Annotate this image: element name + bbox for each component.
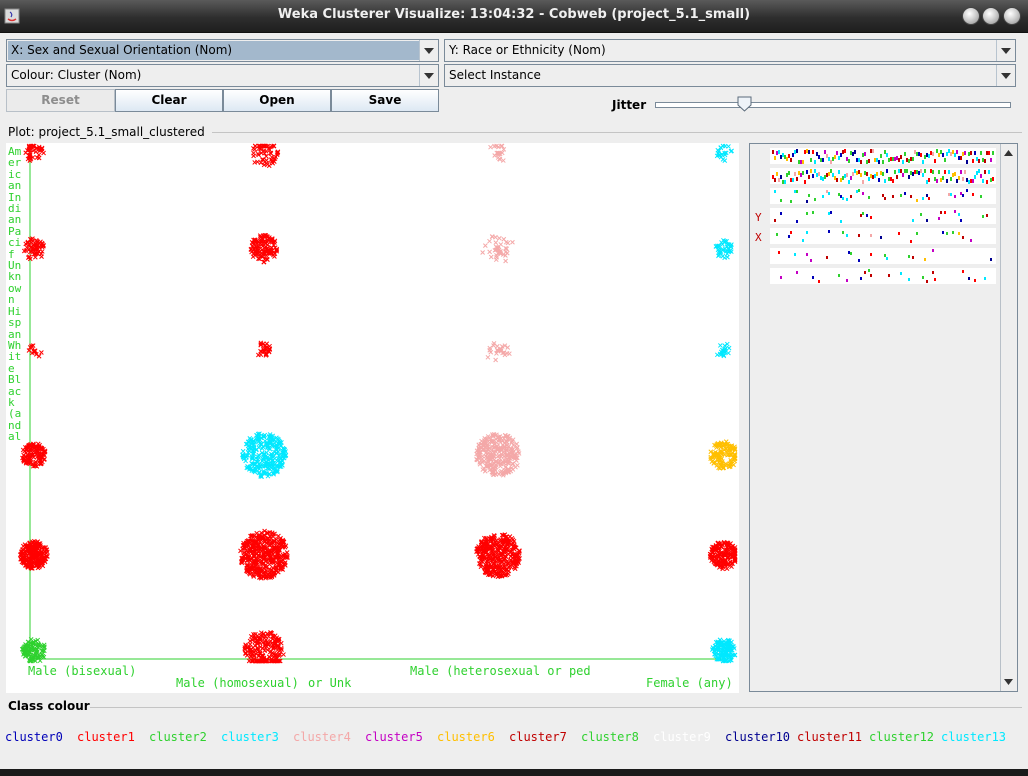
legend-item-cluster13[interactable]: cluster13 — [941, 730, 1007, 744]
chevron-down-icon[interactable] — [996, 65, 1015, 86]
point-cloud — [17, 538, 50, 571]
clear-button[interactable]: Clear — [115, 89, 223, 112]
window-bottom-edge — [0, 769, 1028, 776]
attribute-bar-points — [776, 230, 972, 243]
jitter-label: Jitter — [612, 98, 647, 112]
attribute-bar-points — [772, 149, 994, 164]
legend-item-cluster0[interactable]: cluster0 — [5, 730, 63, 744]
x-axis-value: X: Sex and Sexual Orientation (Nom) — [8, 41, 419, 60]
minimize-button[interactable] — [962, 7, 980, 25]
maximize-button[interactable] — [982, 7, 1000, 25]
scatter-plot[interactable] — [6, 143, 739, 693]
window-title: Weka Clusterer Visualize: 13:04:32 - Cob… — [277, 7, 751, 22]
attribute-bar[interactable] — [770, 248, 996, 264]
scatter-plot-area[interactable] — [6, 143, 739, 693]
title-bar[interactable]: Weka Clusterer Visualize: 13:04:32 - Cob… — [0, 0, 1028, 33]
reset-button[interactable]: Reset — [6, 89, 115, 112]
attribute-bar[interactable] — [770, 268, 996, 284]
point-cloud — [23, 143, 46, 163]
legend-item-cluster9[interactable]: cluster9 — [653, 730, 711, 744]
attribute-bar-points — [774, 189, 982, 203]
point-cloud — [20, 441, 48, 469]
attribute-bar-points — [774, 210, 988, 223]
point-cloud — [21, 236, 46, 262]
y-axis-value: Y: Race or Ethnicity (Nom) — [449, 43, 606, 57]
legend-item-cluster2[interactable]: cluster2 — [149, 730, 207, 744]
x-axis-marker: X — [755, 231, 762, 244]
point-cloud — [707, 539, 738, 572]
point-cloud — [480, 234, 515, 264]
x-label-female: Female (any) — [646, 676, 733, 690]
open-button[interactable]: Open — [223, 89, 331, 112]
legend-item-cluster1[interactable]: cluster1 — [77, 730, 135, 744]
point-cloud — [708, 439, 738, 471]
save-button[interactable]: Save — [331, 89, 439, 112]
point-cloud — [26, 343, 44, 359]
point-cloud — [474, 431, 522, 478]
point-cloud — [488, 143, 507, 163]
point-cloud — [709, 637, 738, 664]
attribute-bar[interactable] — [770, 228, 996, 244]
y-axis-select[interactable]: Y: Race or Ethnicity (Nom) — [444, 39, 1016, 62]
attribute-bar[interactable] — [770, 208, 996, 224]
select-instance-select[interactable]: Select Instance — [444, 64, 1016, 87]
point-cloud — [248, 232, 280, 265]
legend-item-cluster4[interactable]: cluster4 — [293, 730, 351, 744]
scroll-down-icon[interactable] — [1003, 676, 1014, 688]
chevron-down-icon[interactable] — [419, 65, 438, 86]
legend-item-cluster3[interactable]: cluster3 — [221, 730, 279, 744]
chevron-down-icon[interactable] — [996, 40, 1015, 61]
point-cloud — [713, 237, 734, 261]
legend-item-cluster6[interactable]: cluster6 — [437, 730, 495, 744]
attribute-bar-points — [780, 269, 986, 283]
legend-item-cluster11[interactable]: cluster11 — [797, 730, 863, 744]
point-cloud — [714, 143, 734, 164]
attribute-bars[interactable]: Y X — [750, 144, 1000, 691]
select-instance-value: Select Instance — [449, 68, 541, 82]
legend-item-cluster8[interactable]: cluster8 — [581, 730, 639, 744]
point-cloud — [238, 528, 290, 581]
x-label-bisexual: Male (bisexual) — [28, 664, 137, 678]
plot-title: Plot: project_5.1_small_clustered — [8, 125, 205, 139]
point-cloud — [251, 143, 281, 169]
point-cloud — [242, 629, 286, 664]
class-colour-title: Class colour — [8, 699, 90, 713]
point-cloud — [256, 340, 273, 358]
legend-item-cluster12[interactable]: cluster12 — [869, 730, 935, 744]
chevron-down-icon[interactable] — [419, 40, 438, 61]
legend-item-cluster5[interactable]: cluster5 — [365, 730, 423, 744]
attribute-bars-panel[interactable]: Y X — [749, 143, 1018, 692]
jitter-slider-thumb[interactable] — [737, 96, 752, 112]
point-cloud — [714, 341, 732, 359]
x-axis-select[interactable]: X: Sex and Sexual Orientation (Nom) — [6, 39, 439, 62]
vertical-scrollbar[interactable] — [1000, 144, 1017, 691]
plot-group-border — [212, 132, 1022, 133]
x-label-heterosexual: Male (heterosexual or ped — [410, 664, 591, 678]
close-button[interactable] — [1003, 7, 1021, 25]
colour-value: Colour: Cluster (Nom) — [11, 68, 142, 82]
legend-item-cluster7[interactable]: cluster7 — [509, 730, 567, 744]
y-axis-labels: American Indian Pacif Unknown Hispan Whi… — [8, 145, 22, 444]
point-cloud — [485, 340, 512, 363]
x-label-homosexual: Male (homosexual) — [176, 676, 299, 690]
point-cloud — [240, 431, 289, 479]
point-cloud — [19, 637, 47, 664]
attribute-bar-points — [778, 249, 992, 262]
y-axis-marker: Y — [755, 211, 762, 224]
x-label-unknown: or Unk — [308, 676, 352, 690]
colour-select[interactable]: Colour: Cluster (Nom) — [6, 64, 439, 87]
jitter-slider-track[interactable] — [655, 102, 1011, 108]
scroll-up-icon[interactable] — [1003, 147, 1014, 159]
legend-group-border — [90, 707, 1022, 708]
attribute-bar[interactable] — [770, 148, 996, 164]
legend-item-cluster10[interactable]: cluster10 — [725, 730, 791, 744]
point-cloud — [474, 532, 522, 580]
java-app-icon — [4, 8, 20, 24]
attribute-bar-points — [772, 169, 994, 184]
